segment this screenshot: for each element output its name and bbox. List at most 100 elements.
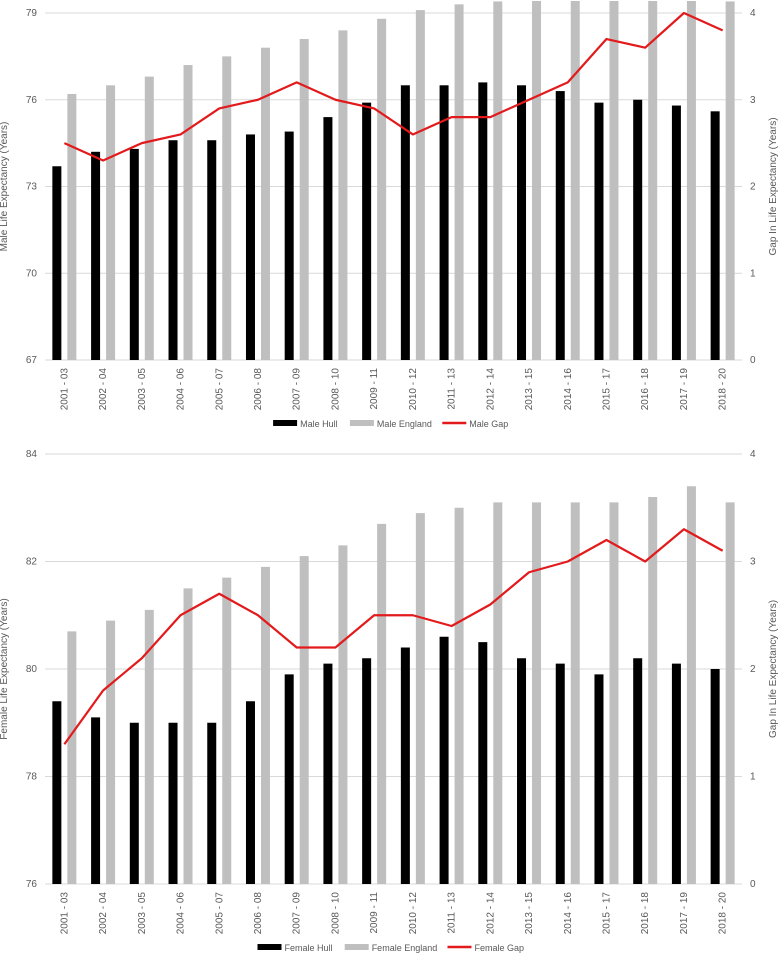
hull-bar	[633, 99, 643, 360]
y2-axis-title: Gap In Life Expectancy (Years)	[768, 600, 779, 738]
legend-swatch	[344, 944, 369, 950]
x-tick-label: 2002 - 04	[98, 368, 109, 411]
hull-bar	[284, 131, 294, 360]
x-tick-label: 2008 - 10	[330, 368, 341, 411]
england-bar	[493, 502, 503, 884]
hull-bar	[362, 102, 372, 361]
x-tick-label: 2002 - 04	[98, 892, 109, 935]
hull-bar	[207, 722, 217, 884]
x-tick-label: 2018 - 20	[718, 368, 729, 411]
england-bar	[299, 39, 309, 361]
england-bar	[260, 566, 270, 884]
hull-bar	[323, 117, 333, 360]
legend-swatch	[349, 420, 374, 426]
x-tick-label: 2010 - 12	[408, 368, 419, 411]
hull-bar	[91, 151, 101, 360]
y2-tick-label: 3	[750, 557, 756, 568]
x-tick-label: 2001 - 03	[59, 892, 70, 935]
england-bar	[222, 56, 232, 360]
x-tick-label: 2007 - 09	[292, 892, 303, 935]
hull-bar	[168, 722, 178, 884]
male-chart-svg: 67 70 73 76 79 0 1 2 3 4 Male Life Expectancy (Yea…	[0, 1, 779, 429]
y2-tick-label: 4	[750, 449, 756, 460]
y2-tick-label: 1	[750, 772, 756, 783]
x-tick-label: 2012 - 14	[485, 892, 496, 935]
hull-bar	[594, 674, 604, 884]
england-bar	[415, 10, 425, 360]
england-bar	[338, 545, 348, 884]
hull-bar	[671, 663, 681, 884]
england-bar	[377, 523, 387, 884]
x-tick-label: 2005 - 07	[214, 892, 225, 935]
england-bar	[686, 1, 696, 360]
hull-bar	[245, 701, 255, 884]
x-tick-label: 2009 - 11	[369, 368, 380, 410]
x-tick-label: 2005 - 07	[214, 368, 225, 411]
hull-bar	[129, 148, 139, 360]
england-bar	[686, 486, 696, 884]
hull-bar	[129, 722, 139, 884]
hull-bar	[555, 663, 565, 884]
x-tick-label: 2007 - 09	[292, 368, 303, 411]
x-tick-label: 2003 - 05	[137, 892, 148, 935]
england-bar	[454, 507, 464, 884]
x-tick-label: 2006 - 08	[253, 892, 264, 935]
y2-tick-label: 4	[750, 8, 756, 19]
hull-bar	[633, 658, 643, 884]
hull-bar	[91, 717, 101, 884]
legend-label: Female Hull	[285, 943, 333, 953]
x-tick-label: 2004 - 06	[176, 892, 187, 935]
hull-bar	[362, 658, 372, 884]
x-tick-label: 2013 - 15	[524, 368, 535, 411]
x-tick-label: 2016 - 18	[640, 892, 651, 935]
y-tick-label: 82	[26, 557, 38, 568]
england-bar	[648, 1, 658, 360]
gap-line	[63, 11, 724, 162]
x-tick-label: 2014 - 16	[563, 368, 574, 411]
england-bar	[609, 1, 619, 360]
y-tick-label: 84	[26, 449, 38, 460]
y-tick-label: 67	[26, 355, 38, 366]
hull-bar	[400, 85, 410, 361]
x-tick-label: 2012 - 14	[485, 368, 496, 411]
england-bar	[106, 620, 116, 884]
england-bar	[183, 65, 193, 361]
hull-bar	[555, 91, 565, 360]
hull-bar	[517, 658, 527, 884]
male-life-expectancy-chart: 67 70 73 76 79 0 1 2 3 4 Male Life Expectancy (Yea…	[0, 0, 780, 440]
england-bar	[144, 76, 154, 360]
x-tick-label: 2015 - 17	[601, 368, 612, 411]
england-bar	[260, 47, 270, 360]
y2-tick-label: 2	[750, 664, 756, 675]
england-bar	[725, 1, 735, 361]
x-tick-label: 2010 - 12	[408, 892, 419, 935]
hull-bar	[323, 663, 333, 884]
hull-bar	[284, 674, 294, 884]
y-tick-label: 70	[26, 268, 38, 279]
hull-bar	[439, 636, 449, 884]
england-bar	[725, 502, 735, 884]
y-tick-label: 76	[26, 95, 38, 106]
x-tick-label: 2015 - 17	[601, 892, 612, 935]
x-tick-label: 2011 - 13	[447, 368, 458, 410]
england-bar	[493, 1, 503, 361]
england-bar	[377, 18, 387, 361]
y-axis-title: Male Life Expectancy (Years)	[0, 122, 10, 252]
female-chart-svg: 76 78 80 82 84 0 1 2 3 4 Female Life Expectancy (Y…	[0, 449, 779, 953]
hull-bar	[439, 85, 449, 361]
x-tick-label: 2011 - 13	[447, 892, 458, 934]
england-bar	[144, 609, 154, 884]
england-bar	[106, 85, 116, 361]
england-bar	[67, 93, 77, 360]
x-tick-label: 2008 - 10	[330, 892, 341, 935]
legend-swatch	[273, 420, 298, 426]
england-bar	[415, 513, 425, 884]
hull-bar	[710, 669, 720, 884]
x-tick-label: 2016 - 18	[640, 368, 651, 411]
y-tick-label: 78	[26, 772, 38, 783]
hull-bar	[517, 85, 527, 361]
x-tick-label: 2006 - 08	[253, 368, 264, 411]
x-tick-label: 2018 - 20	[718, 892, 729, 935]
hull-bar	[207, 140, 217, 360]
england-bar	[570, 502, 580, 884]
